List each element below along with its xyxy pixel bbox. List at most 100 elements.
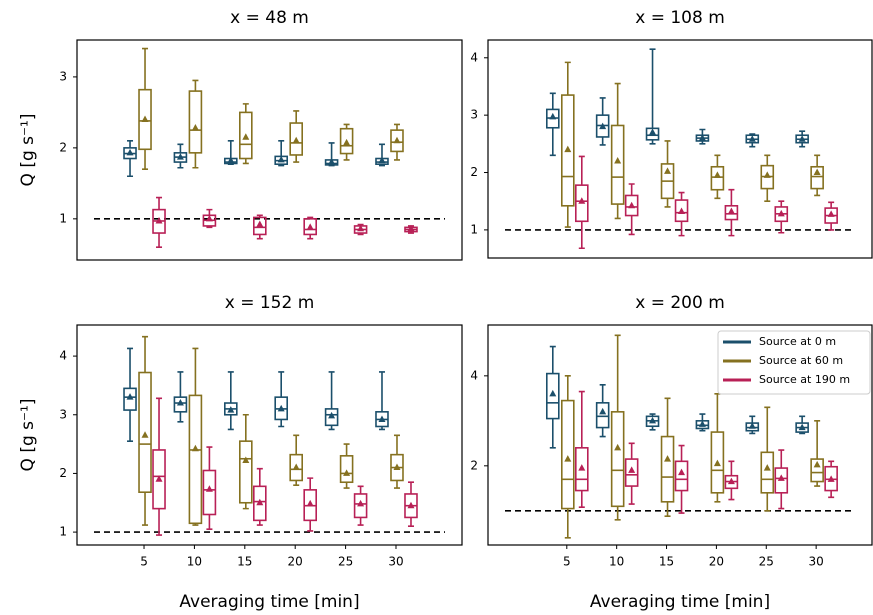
mean [227, 156, 235, 164]
mean [649, 128, 657, 135]
whisker [728, 460, 735, 476]
legend-label: Source at 190 m [759, 373, 850, 386]
box [674, 199, 689, 223]
box [810, 458, 824, 483]
whisker [578, 490, 585, 509]
whisker [177, 162, 184, 169]
whisker [227, 139, 234, 159]
y-tick-label: 1 [59, 525, 67, 539]
whisker [549, 418, 556, 449]
box [339, 455, 354, 484]
mean [763, 171, 771, 178]
mean [678, 468, 686, 476]
x-tick-label: 10 [609, 555, 624, 569]
mean [628, 201, 636, 209]
box [289, 122, 304, 156]
whisker [156, 508, 163, 536]
mean [599, 122, 607, 130]
mean [191, 444, 199, 452]
whisker [278, 419, 285, 428]
whisker [293, 154, 300, 163]
y-tick-label: 2 [470, 458, 478, 472]
y-axis-label: Q [g s⁻¹] [18, 399, 38, 472]
whisker [343, 153, 350, 161]
mean [155, 475, 163, 482]
whisker [227, 371, 234, 404]
mean [713, 459, 721, 467]
whisker [256, 467, 263, 487]
box [202, 469, 217, 516]
mean [407, 224, 415, 232]
box [645, 127, 660, 141]
box [123, 387, 137, 411]
mean [176, 153, 184, 160]
mean [777, 209, 785, 217]
box [560, 399, 575, 510]
whisker [699, 413, 706, 421]
whisker [142, 492, 149, 526]
whisker [599, 97, 606, 116]
mean [242, 456, 250, 464]
whisker [564, 375, 571, 401]
whisker [628, 183, 635, 196]
mean [549, 112, 557, 120]
whisker [578, 221, 585, 250]
panel-title: x = 108 m [635, 8, 725, 28]
panel-title: x = 200 m [635, 293, 725, 313]
whisker [614, 506, 621, 521]
mean [277, 155, 285, 163]
box [152, 449, 166, 510]
whisker [393, 434, 400, 455]
whisker [549, 345, 556, 374]
whisker [343, 482, 350, 489]
box [610, 124, 625, 205]
whisker [828, 490, 835, 499]
box [724, 204, 739, 221]
mean [798, 423, 806, 431]
mean [378, 156, 386, 164]
mean [727, 207, 735, 215]
whisker [127, 158, 134, 178]
mean [256, 220, 264, 228]
whisker [192, 347, 199, 396]
box [710, 431, 725, 494]
axes-frame [487, 39, 873, 259]
box [239, 440, 253, 504]
whisker [393, 123, 400, 131]
x-tick-label: 25 [338, 555, 353, 569]
whisker [599, 136, 606, 146]
plot: x = 200 m 2 4 5 10 15 20 25 30 Averaging time [mi… [470, 293, 873, 612]
mean [155, 216, 163, 224]
whisker [714, 154, 721, 167]
mean [678, 207, 686, 215]
whisker [142, 335, 149, 373]
box [624, 194, 639, 217]
axes-frame [487, 324, 873, 546]
box [660, 435, 675, 503]
whisker [206, 514, 213, 530]
box [624, 458, 639, 487]
box [239, 111, 253, 160]
box [188, 90, 203, 154]
whisker [343, 443, 350, 456]
whisker [628, 486, 635, 505]
whisker [192, 79, 199, 92]
whisker [714, 393, 721, 433]
whisker [407, 481, 414, 494]
whisker [177, 371, 184, 398]
legend-label: Source at 0 m [759, 335, 836, 348]
mean [827, 210, 835, 217]
y-tick-label: 1 [59, 211, 67, 225]
whisker [764, 154, 771, 166]
x-tick-label: 5 [140, 555, 148, 569]
whisker [564, 205, 571, 228]
whisker [814, 420, 821, 460]
whisker [564, 508, 571, 539]
y-axis-label: Q [g s⁻¹] [18, 114, 38, 187]
mean [698, 134, 706, 141]
axes-frame [76, 324, 463, 546]
whisker [307, 477, 314, 490]
mean [777, 474, 785, 481]
plot: x = 48 m 1 2 3 Q [g s⁻¹] [18, 8, 463, 261]
mean [328, 411, 336, 419]
